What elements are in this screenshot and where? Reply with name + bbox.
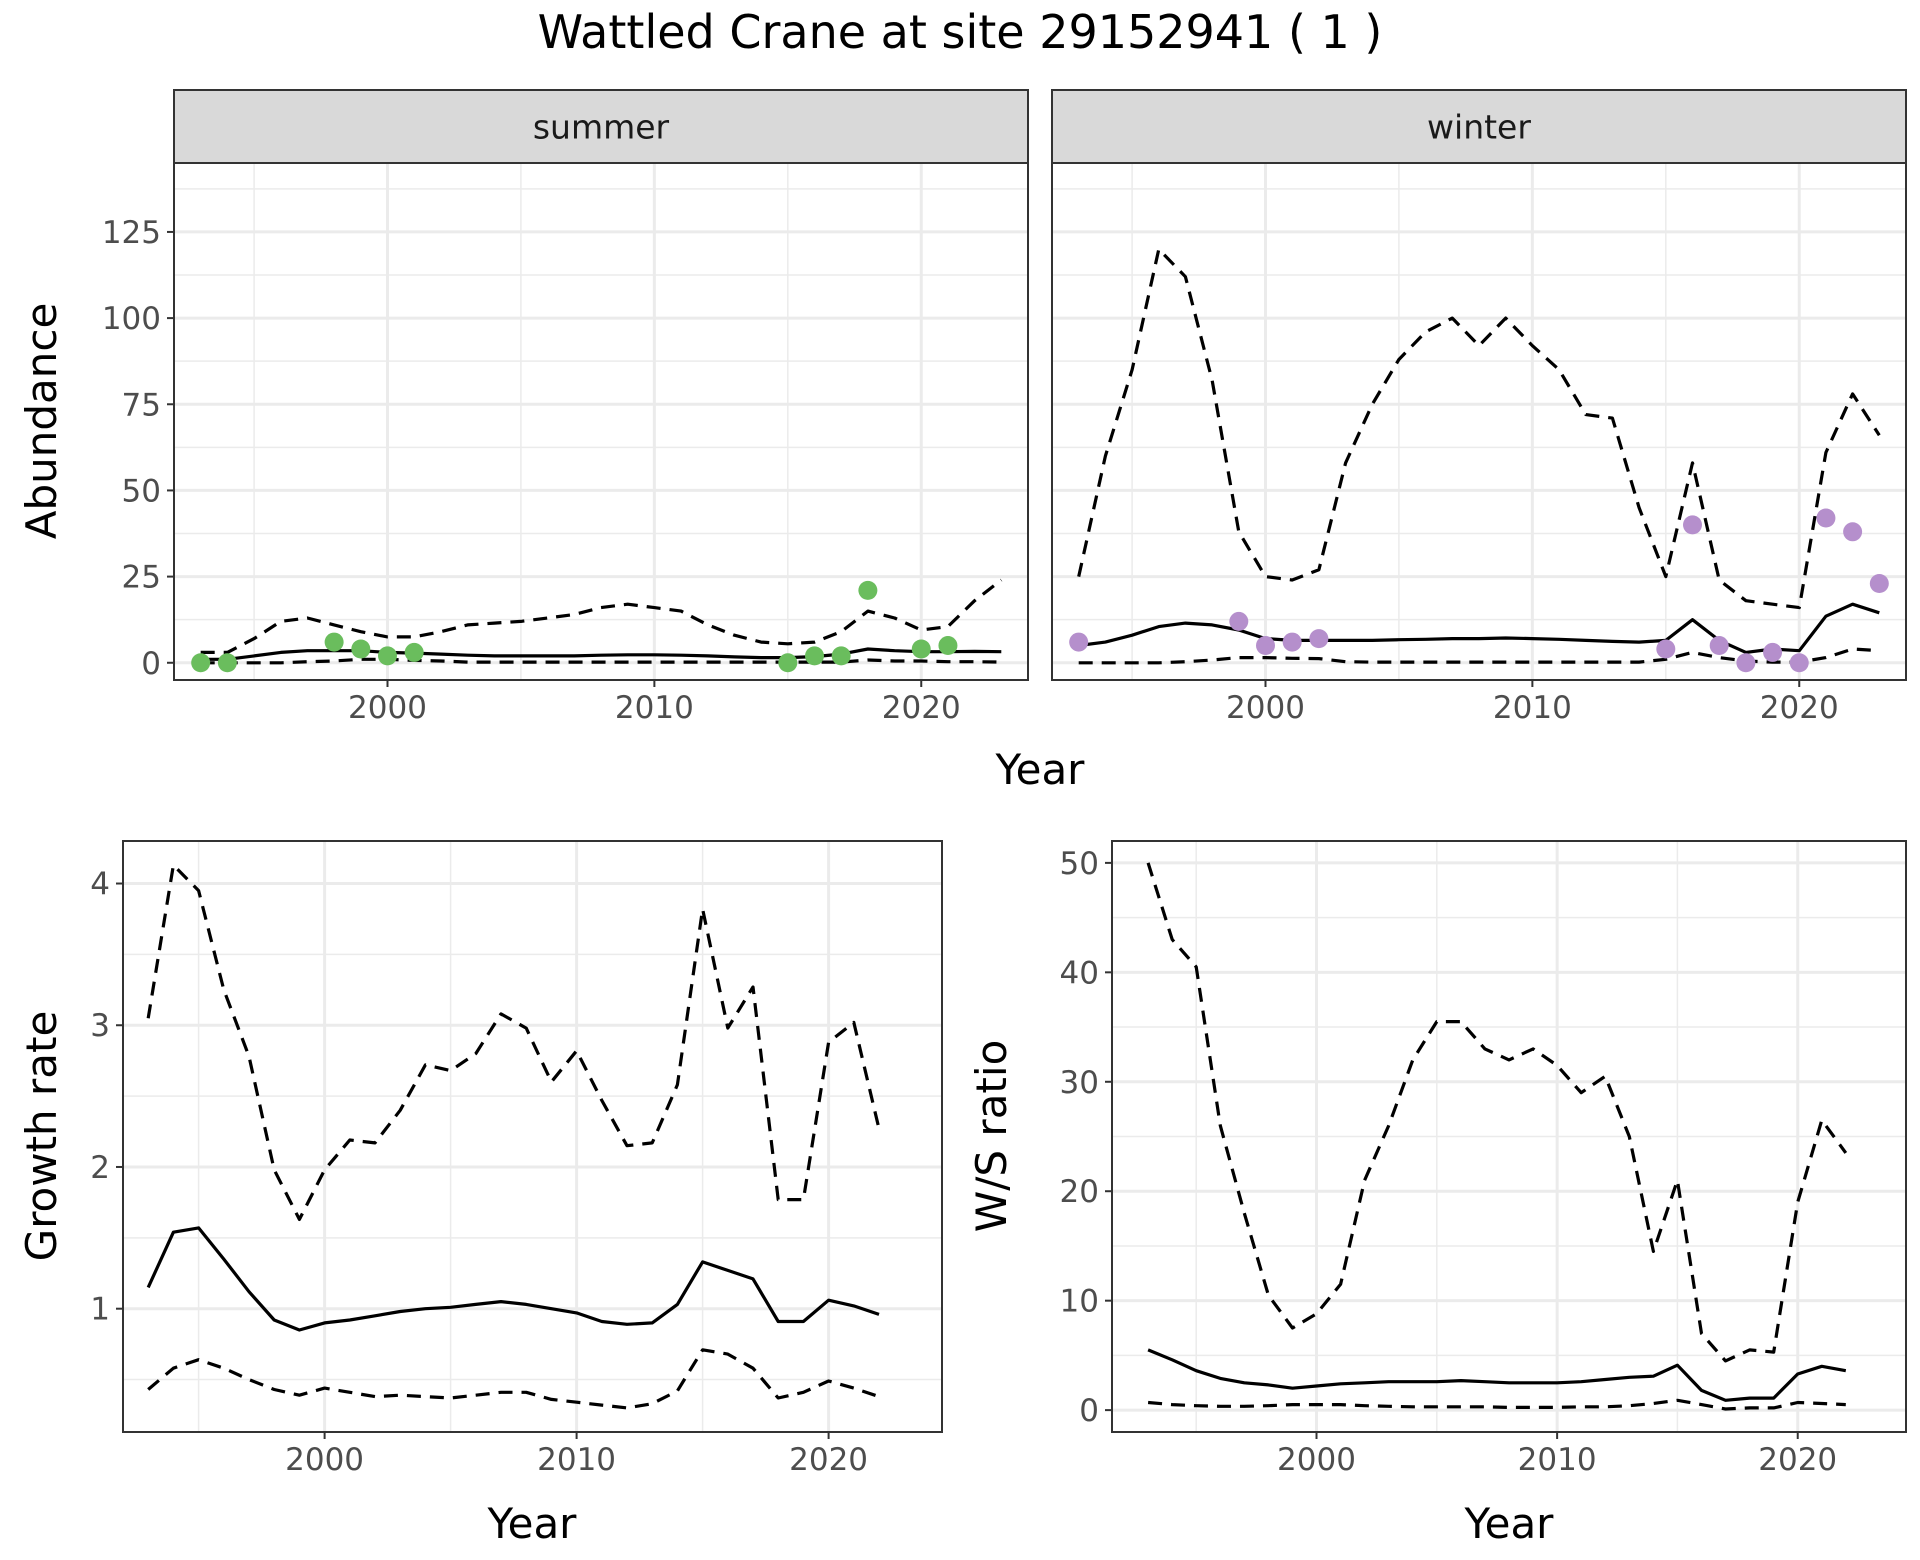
ratio-x-axis-title: Year bbox=[1464, 1499, 1555, 1548]
abundance-winter-point bbox=[1789, 653, 1809, 673]
abundance-winter-point bbox=[1309, 629, 1329, 649]
ratio-x-tick-label: 2000 bbox=[1277, 1442, 1356, 1478]
growth-chart: 2000 2010 2020 1 2 3 4 Year Growth rate bbox=[17, 840, 943, 1548]
abundance-summer-point bbox=[805, 646, 824, 666]
abundance-summer-point bbox=[217, 653, 237, 673]
growth-border bbox=[122, 840, 943, 1433]
abundance-winter-x-tick-label: 2010 bbox=[1493, 690, 1572, 726]
ratio-y-tick-label: 50 bbox=[1060, 846, 1099, 882]
abundance-summer-lower-ci-line bbox=[200, 657, 1002, 665]
abundance-y-axis-title: Abundance bbox=[17, 303, 66, 540]
abundance-summer-point bbox=[324, 632, 344, 652]
abundance-summer-y-tick-label: 0 bbox=[141, 646, 161, 682]
abundance-winter-point bbox=[1736, 653, 1756, 673]
growth-y-tick-label: 3 bbox=[90, 1008, 110, 1044]
abundance-winter-panel: winter 2000 2010 2020 bbox=[1051, 89, 1907, 726]
abundance-winter-point bbox=[1282, 632, 1302, 652]
growth-y-axis-title: Growth rate bbox=[17, 1011, 66, 1262]
ratio-y-tick-label: 0 bbox=[1079, 1393, 1099, 1429]
ratio-y-tick-label: 10 bbox=[1060, 1284, 1099, 1320]
abundance-summer-strip-label: summer bbox=[533, 108, 670, 147]
growth-estimate-line bbox=[146, 1226, 880, 1332]
abundance-summer-upper-ci-line bbox=[200, 578, 1003, 654]
abundance-winter-point bbox=[1069, 632, 1089, 652]
growth-x-tick-label: 2000 bbox=[285, 1442, 364, 1478]
abundance-summer-y-tick-label: 75 bbox=[122, 387, 161, 423]
ratio-x-tick-label: 2020 bbox=[1758, 1442, 1837, 1478]
abundance-chart: summer 2000 2010 2020 0 25 50 75 100 125 winter 200… bbox=[17, 89, 1907, 794]
ratio-x-tick-label: 2010 bbox=[1518, 1442, 1597, 1478]
abundance-winter-point bbox=[1843, 522, 1863, 542]
growth-x-axis-title: Year bbox=[487, 1499, 578, 1548]
abundance-winter-x-tick-label: 2000 bbox=[1226, 690, 1305, 726]
abundance-winter-point bbox=[1656, 639, 1676, 659]
abundance-winter-point bbox=[1683, 515, 1702, 535]
growth-background bbox=[123, 841, 942, 1432]
abundance-winter-background bbox=[1052, 163, 1906, 680]
abundance-summer-x-tick-label: 2010 bbox=[615, 690, 694, 726]
abundance-winter-point bbox=[1229, 611, 1249, 631]
abundance-summer-background bbox=[174, 163, 1028, 680]
abundance-winter-strip-label: winter bbox=[1427, 108, 1531, 147]
growth-y-tick-label: 2 bbox=[90, 1150, 110, 1186]
abundance-summer-x-tick-label: 2020 bbox=[882, 690, 961, 726]
abundance-winter-point bbox=[1763, 642, 1783, 662]
abundance-summer-point bbox=[351, 639, 371, 659]
abundance-winter-point bbox=[1709, 636, 1729, 656]
abundance-winter-strip bbox=[1051, 89, 1907, 164]
abundance-summer-panel: summer 2000 2010 2020 0 25 50 75 100 125 bbox=[102, 89, 1029, 726]
abundance-summer-strip bbox=[173, 89, 1029, 164]
ratio-upper-ci-line bbox=[1146, 862, 1848, 1363]
ratio-y-axis-title: W/S ratio bbox=[967, 1040, 1016, 1233]
ratio-y-tick-label: 30 bbox=[1060, 1065, 1099, 1101]
abundance-winter-point bbox=[1869, 573, 1889, 593]
abundance-winter-point bbox=[1816, 508, 1836, 528]
abundance-winter-upper-ci-line bbox=[1077, 247, 1881, 610]
abundance-summer-y-tick-label: 125 bbox=[102, 215, 161, 251]
abundance-x-axis-title: Year bbox=[995, 745, 1086, 794]
ratio-y-tick-label: 40 bbox=[1060, 955, 1099, 991]
abundance-summer-point bbox=[778, 653, 798, 673]
growth-y-tick-label: 4 bbox=[90, 867, 110, 903]
abundance-summer-y-tick-label: 100 bbox=[102, 301, 161, 337]
abundance-winter-point bbox=[1256, 636, 1275, 656]
growth-x-tick-label: 2010 bbox=[537, 1442, 616, 1478]
ratio-border bbox=[1111, 840, 1907, 1433]
growth-y-tick-label: 1 bbox=[90, 1292, 110, 1328]
ratio-estimate-line bbox=[1147, 1348, 1847, 1402]
ratio-y-tick-label: 20 bbox=[1060, 1174, 1099, 1210]
chart-title: Wattled Crane at site 29152941 ( 1 ) bbox=[538, 5, 1383, 59]
abundance-summer-y-tick-label: 25 bbox=[122, 560, 161, 596]
ratio-chart: 2000 2010 2020 0 10 20 30 40 50 Year W/S ratio bbox=[967, 840, 1907, 1548]
growth-x-tick-label: 2020 bbox=[789, 1442, 868, 1478]
growth-upper-ci-line bbox=[146, 863, 881, 1221]
abundance-summer-point bbox=[831, 646, 851, 666]
ratio-lower-ci-line bbox=[1147, 1398, 1846, 1411]
abundance-summer-point bbox=[378, 646, 397, 666]
abundance-summer-point bbox=[191, 653, 211, 673]
abundance-summer-point bbox=[911, 639, 931, 659]
abundance-summer-y-tick-label: 50 bbox=[122, 473, 161, 509]
abundance-summer-point bbox=[404, 642, 424, 662]
abundance-summer-point bbox=[938, 636, 958, 656]
abundance-summer-point bbox=[858, 580, 878, 600]
abundance-winter-estimate-line bbox=[1078, 602, 1880, 654]
abundance-winter-x-tick-label: 2020 bbox=[1760, 690, 1839, 726]
abundance-summer-x-tick-label: 2000 bbox=[348, 690, 427, 726]
